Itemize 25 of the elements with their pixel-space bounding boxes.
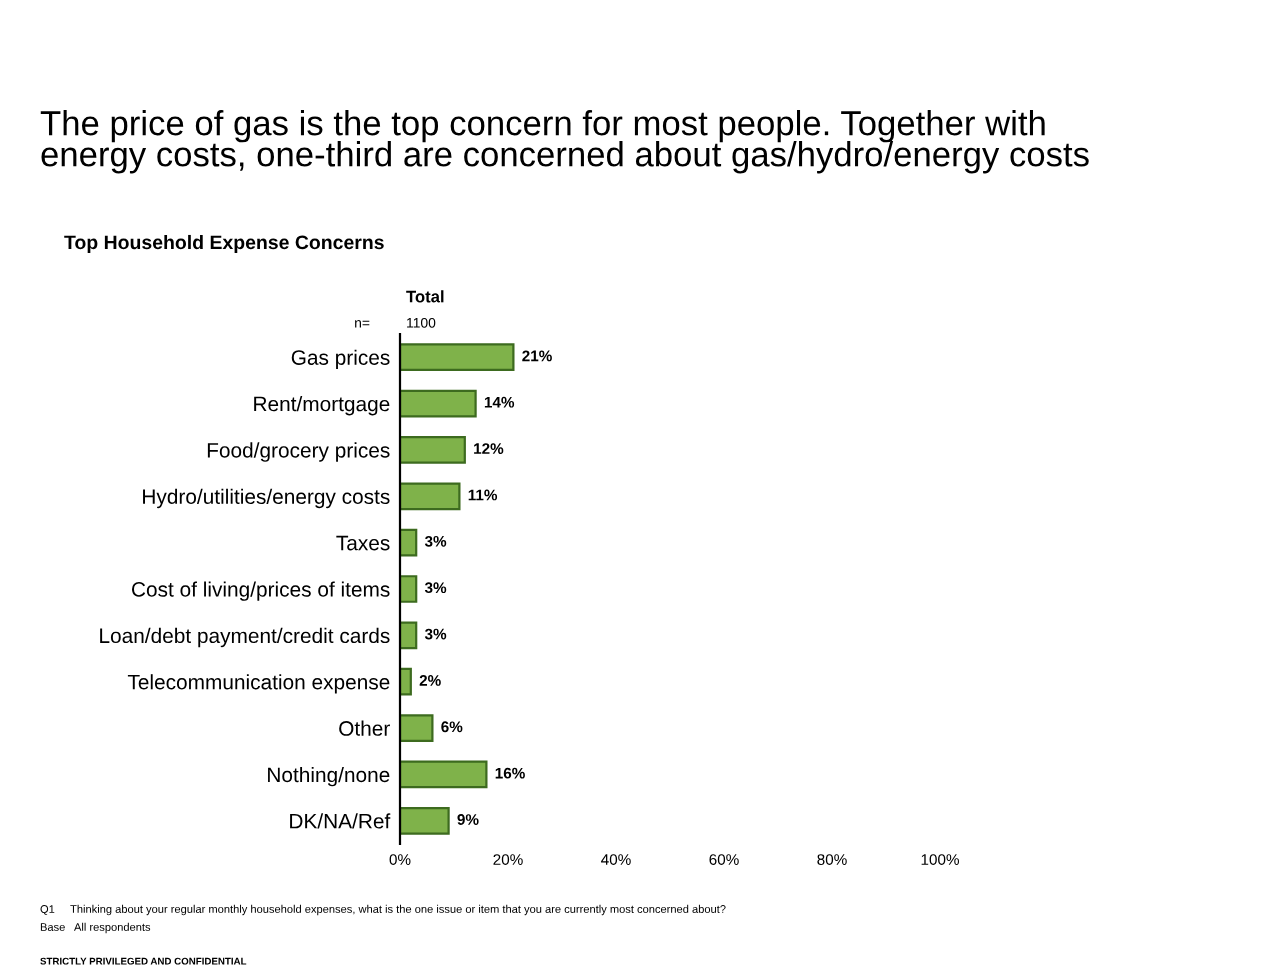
bar	[400, 575, 418, 603]
y-tick-label: Rent/mortgage	[254, 396, 390, 416]
y-tick-label: Telecommunication expense	[127, 674, 390, 694]
y-tick-label: Food/grocery prices	[207, 442, 390, 462]
y-tick-label: Hydro/utilities/energy costs	[143, 488, 390, 509]
text: Top Household Expense Concerns	[64, 234, 384, 254]
y-tick-label: Loan/debt payment/credit cards	[100, 627, 390, 648]
y-tick-label: Taxes	[336, 535, 390, 551]
bar	[400, 760, 488, 789]
y-tick-label: Cost of living/prices of items	[132, 581, 390, 601]
bar	[400, 667, 412, 696]
y-tick-label: DK/NA/Ref	[290, 813, 391, 829]
y-tick-label: Nothing/none	[268, 766, 390, 787]
bar	[400, 436, 466, 464]
y-tick-label: Other	[339, 720, 390, 736]
chart-title: The price of gas is the top concern for most people. Together with energy costs, one-third are concerned about gas/hydro/energy costs	[40, 110, 1089, 174]
bar	[400, 343, 515, 372]
text: Total	[406, 290, 444, 303]
bar	[400, 528, 418, 557]
bar	[400, 714, 434, 742]
bar	[400, 482, 461, 511]
bar	[400, 621, 418, 650]
bar	[400, 806, 450, 835]
y-tick-label: Gas prices	[291, 349, 390, 370]
bar	[400, 389, 477, 418]
